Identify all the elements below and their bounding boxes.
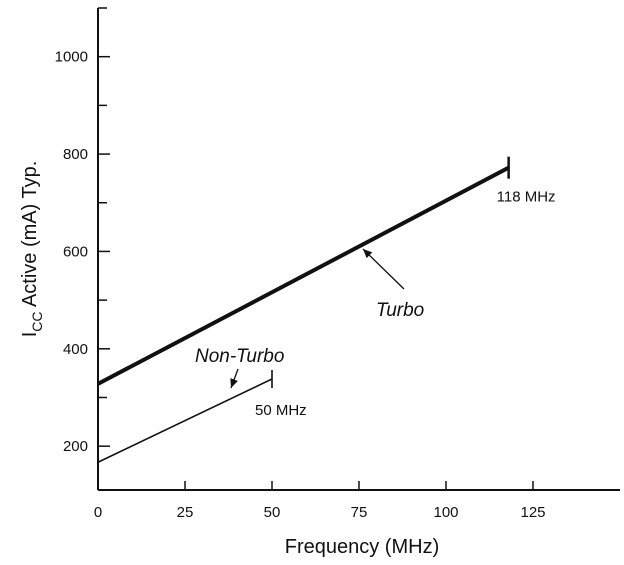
- y-tick-label: 600: [63, 243, 88, 260]
- series-line-turbo: [97, 165, 510, 386]
- x-tick-label: 75: [351, 504, 368, 521]
- series-layer: 118 MHz Turbo 50 MHz Non-Turbo: [97, 156, 556, 463]
- series-name-label-non-turbo: Non-Turbo: [195, 346, 284, 367]
- y-tick-label: 1000: [55, 49, 88, 66]
- series-pointer-arrowhead-turbo: [363, 249, 373, 259]
- y-axis-title-sub: CC: [29, 311, 45, 331]
- x-tick-label: 0: [94, 504, 102, 521]
- y-tick-label: 800: [63, 146, 88, 163]
- y-tick-label: 400: [63, 341, 88, 358]
- axes: [97, 8, 620, 491]
- y-axis-title: ICC Active (mA) Typ.: [19, 161, 45, 338]
- labels: Frequency (MHz) ICC Active (mA) Typ.: [19, 161, 439, 558]
- series-end-label-turbo: 118 MHz: [497, 189, 556, 206]
- series-name-label-turbo: Turbo: [376, 300, 424, 321]
- y-axis-title-main: I: [19, 332, 41, 338]
- x-tick-label: 25: [177, 504, 194, 521]
- x-tick-label: 50: [264, 504, 281, 521]
- ticks: 0 25 50 75 100 125 200 400 600 800 1000: [55, 7, 546, 521]
- series-end-label-non-turbo: 50 MHz: [255, 402, 307, 419]
- x-tick-label: 125: [520, 504, 545, 521]
- y-tick-label: 200: [63, 438, 88, 455]
- series-pointer-arrowhead-non-turbo: [230, 378, 238, 388]
- series-line-non-turbo: [97, 378, 273, 463]
- x-tick-label: 100: [433, 504, 458, 521]
- y-axis-title-rest: Active (mA) Typ.: [19, 161, 41, 312]
- series-pointer-line-turbo: [362, 248, 405, 290]
- x-axis-title: Frequency (MHz): [285, 536, 439, 558]
